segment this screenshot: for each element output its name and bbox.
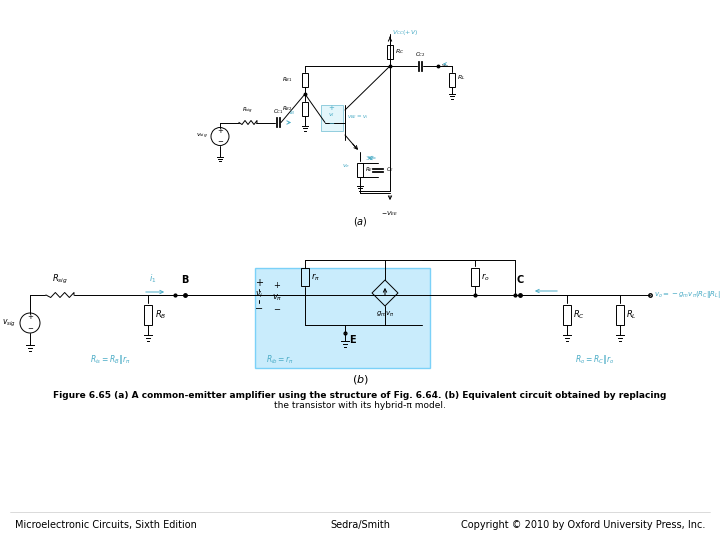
Text: $v_{BE}=v_i$: $v_{BE}=v_i$ xyxy=(347,113,369,122)
Text: $v_i$: $v_i$ xyxy=(255,290,264,300)
Text: −: − xyxy=(217,139,223,145)
Bar xyxy=(255,268,430,368)
Text: $i_1$: $i_1$ xyxy=(149,273,157,285)
Text: $R_C$: $R_C$ xyxy=(573,309,585,321)
Text: $R_o=R_C\|r_o$: $R_o=R_C\|r_o$ xyxy=(575,353,615,366)
Text: $(b)$: $(b)$ xyxy=(351,373,369,386)
Bar xyxy=(301,268,309,286)
Text: $g_m v_\pi$: $g_m v_\pi$ xyxy=(376,310,395,319)
Bar xyxy=(471,268,479,286)
Text: $-V_{EE}$: $-V_{EE}$ xyxy=(382,209,398,218)
Text: B: B xyxy=(181,275,189,285)
Text: $R_{B1}$: $R_{B1}$ xyxy=(282,76,293,84)
Text: $V_{CC}(+V)$: $V_{CC}(+V)$ xyxy=(392,28,418,37)
Text: $v_o=-g_m v_\pi(R_C\|R_L\|r_o)$: $v_o=-g_m v_\pi(R_C\|R_L\|r_o)$ xyxy=(654,289,720,300)
Text: $C_{C2}$: $C_{C2}$ xyxy=(415,50,426,59)
Text: the transistor with its hybrid-π model.: the transistor with its hybrid-π model. xyxy=(274,401,446,410)
Text: −: − xyxy=(274,306,281,314)
Text: −: − xyxy=(328,120,334,126)
Bar xyxy=(387,45,393,59)
Text: $v_i$: $v_i$ xyxy=(328,112,335,119)
Text: Copyright © 2010 by Oxford University Press, Inc.: Copyright © 2010 by Oxford University Pr… xyxy=(461,520,705,530)
Text: +: + xyxy=(217,128,223,134)
Text: $R_E$: $R_E$ xyxy=(365,166,373,174)
Text: E: E xyxy=(349,335,356,345)
Text: $R_B$: $R_B$ xyxy=(155,309,166,321)
Bar xyxy=(563,305,571,325)
Text: $(a)$: $(a)$ xyxy=(353,215,367,228)
Text: $R_{sig}$: $R_{sig}$ xyxy=(52,273,68,286)
Text: $v_\pi$: $v_\pi$ xyxy=(271,293,282,303)
Text: $R_L$: $R_L$ xyxy=(457,73,466,83)
Bar xyxy=(302,73,308,87)
Text: $R_L$: $R_L$ xyxy=(626,309,636,321)
Text: $r_o$: $r_o$ xyxy=(481,271,490,283)
Text: $r_\pi$: $r_\pi$ xyxy=(311,271,320,283)
Text: $C_E$: $C_E$ xyxy=(386,166,395,174)
Text: $v_{sig}$: $v_{sig}$ xyxy=(196,132,208,141)
Text: Microelectronic Circuits, Sixth Edition: Microelectronic Circuits, Sixth Edition xyxy=(15,520,197,530)
Text: $R_C$: $R_C$ xyxy=(395,48,405,57)
Text: $R_{ib}=r_\pi$: $R_{ib}=r_\pi$ xyxy=(266,353,294,366)
Text: $v_{sig}$: $v_{sig}$ xyxy=(2,318,16,328)
Text: Figure 6.65 (a) A common-emitter amplifier using the structure of Fig. 6.64. (b): Figure 6.65 (a) A common-emitter amplifi… xyxy=(53,391,667,400)
Text: +: + xyxy=(255,278,263,288)
Text: +: + xyxy=(27,314,33,320)
Text: +: + xyxy=(274,280,280,289)
Bar xyxy=(144,305,152,325)
Text: $R_{is}=R_B\|r_\pi$: $R_{is}=R_B\|r_\pi$ xyxy=(90,353,130,366)
Text: C: C xyxy=(516,275,523,285)
Bar xyxy=(449,73,455,87)
Text: $i_B$: $i_B$ xyxy=(289,107,295,117)
Bar xyxy=(302,102,308,116)
Text: $3V$: $3V$ xyxy=(365,154,376,162)
Text: $v_o$: $v_o$ xyxy=(441,62,449,70)
Text: −: − xyxy=(255,304,263,314)
Bar xyxy=(357,163,363,177)
Text: +: + xyxy=(328,105,334,111)
Bar xyxy=(616,305,624,325)
Text: Sedra/Smith: Sedra/Smith xyxy=(330,520,390,530)
Text: $R_{sig}$: $R_{sig}$ xyxy=(243,105,253,116)
Text: $v_e$: $v_e$ xyxy=(342,162,350,170)
Text: −: − xyxy=(27,326,33,332)
Text: $C_{C1}$: $C_{C1}$ xyxy=(273,106,283,116)
Bar xyxy=(321,105,343,131)
Text: $R_{B2}$: $R_{B2}$ xyxy=(282,105,293,113)
